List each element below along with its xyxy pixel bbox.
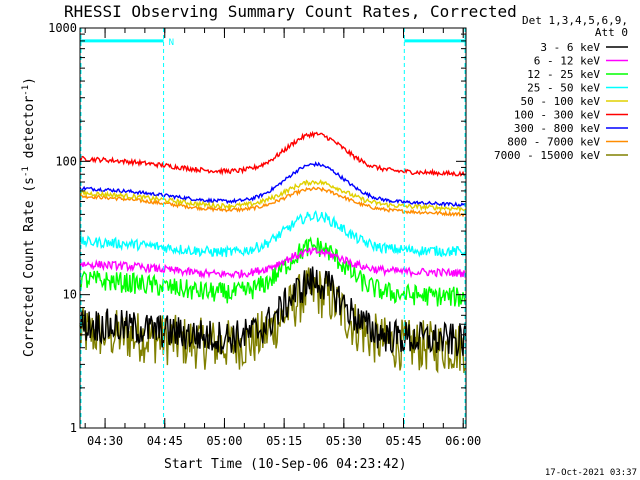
y-axis-label-main: Corrected Count Rate (s xyxy=(22,177,37,357)
plot-frame xyxy=(79,27,467,429)
timestamp: 17-Oct-2021 03:37 xyxy=(545,468,637,478)
legend-label: 3 - 6 keV xyxy=(540,41,600,54)
axis-ticks: 1 10 100 1000 04:30 04:45 05:00 05:15 05:30 05:45… xyxy=(48,21,481,448)
x-tick-label: 04:45 xyxy=(147,434,183,448)
x-tick-label: 05:15 xyxy=(266,434,302,448)
y-axis-label-end: ) xyxy=(22,77,37,85)
plot-area: N xyxy=(79,28,467,428)
series-line-3 xyxy=(79,236,467,307)
legend-label: 50 - 100 keV xyxy=(521,95,601,108)
x-tick-label: 05:45 xyxy=(385,434,421,448)
series-line-4 xyxy=(79,209,467,258)
y-tick-label: 1 xyxy=(70,421,77,435)
legend-label: 800 - 7000 keV xyxy=(507,136,600,149)
x-tick-label: 06:00 xyxy=(445,434,481,448)
y-axis-label-sup1: -1 xyxy=(21,166,31,177)
legend-label: 25 - 50 keV xyxy=(527,82,600,95)
legend-label: 6 - 12 keV xyxy=(534,55,601,68)
legend-label: 12 - 25 keV xyxy=(527,68,600,81)
x-axis-label: Start Time (10-Sep-06 04:23:42) xyxy=(164,457,407,472)
legend-label: 300 - 800 keV xyxy=(514,122,600,135)
series-line-2 xyxy=(79,246,467,279)
series-line-9 xyxy=(79,267,467,374)
night-label: N xyxy=(169,38,174,48)
series-line-8 xyxy=(79,186,467,218)
y-axis-label: Corrected Count Rate (s-1 detector-1) xyxy=(21,77,37,357)
series-line-1 xyxy=(79,266,467,357)
series-line-6 xyxy=(79,130,467,178)
y-axis-label-mid: detector xyxy=(22,96,37,167)
chart-title: RHESSI Observing Summary Count Rates, Co… xyxy=(64,2,517,21)
y-axis-label-sup2: -1 xyxy=(21,85,31,96)
x-tick-label: 05:00 xyxy=(206,434,242,448)
legend-label: 7000 - 15000 keV xyxy=(494,149,600,162)
legend-header-line: Att 0 xyxy=(595,26,628,39)
y-tick-label: 10 xyxy=(63,288,77,302)
series-line-7 xyxy=(79,160,467,208)
y-tick-label: 1000 xyxy=(48,21,77,35)
y-tick-label: 100 xyxy=(55,154,77,168)
legend-header-line: Det 1,3,4,5,6,9, xyxy=(522,14,628,27)
x-tick-label: 05:30 xyxy=(326,434,362,448)
x-tick-label: 04:30 xyxy=(87,434,123,448)
series-line-5 xyxy=(79,179,467,213)
legend-label: 100 - 300 keV xyxy=(514,109,600,122)
